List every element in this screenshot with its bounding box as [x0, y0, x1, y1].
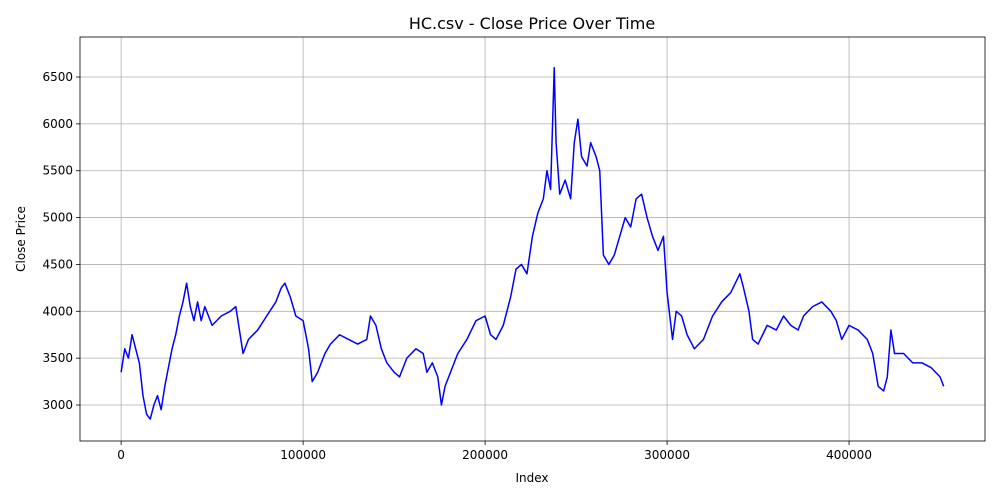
y-tick-label: 6500: [42, 70, 73, 84]
x-tick-label: 0: [117, 448, 125, 462]
chart-title: HC.csv - Close Price Over Time: [409, 14, 655, 33]
y-tick-label: 5500: [42, 164, 73, 178]
x-tick-label: 400000: [826, 448, 872, 462]
x-tick-label: 200000: [462, 448, 508, 462]
line-series: [120, 66, 945, 420]
plot-frame: [79, 36, 986, 442]
x-tick-label: 100000: [280, 448, 326, 462]
x-tick-label: 300000: [644, 448, 690, 462]
y-axis-label: Close Price: [14, 206, 28, 272]
y-tick-label: 6000: [42, 117, 73, 131]
y-tick-label: 4500: [42, 257, 73, 271]
x-axis-label: Index: [515, 471, 548, 485]
y-tick-label: 3500: [42, 351, 73, 365]
y-tick-label: 5000: [42, 211, 73, 225]
y-tick-label: 4000: [42, 304, 73, 318]
y-tick-label: 3000: [42, 398, 73, 412]
